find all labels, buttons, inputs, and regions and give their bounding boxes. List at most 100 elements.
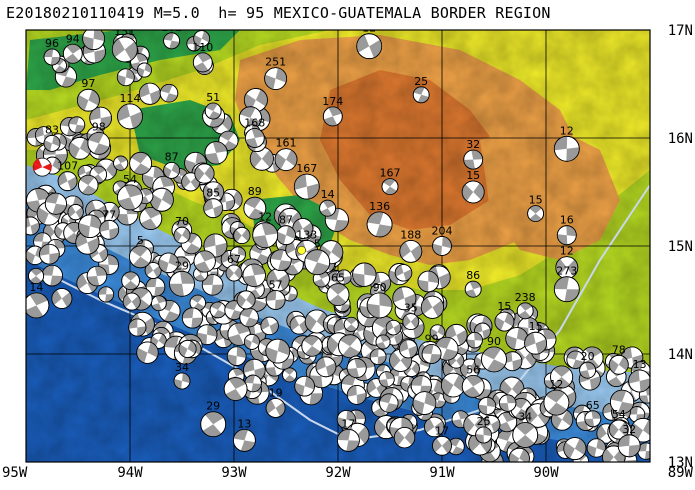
mechanism-label: 67 (227, 253, 241, 266)
mechanism-ball (233, 226, 251, 245)
mechanism-ball (356, 33, 383, 60)
mechanism-label: 90 (373, 281, 387, 294)
mechanism-ball (516, 302, 534, 320)
mechanism-ball (527, 205, 544, 223)
mechanism-ball (44, 192, 67, 215)
mechanism-label: 174 (322, 95, 343, 108)
mechanism-label: 110 (192, 41, 213, 54)
mechanism-ball (628, 369, 650, 393)
mechanism-label: 168 (244, 117, 265, 130)
mechanism-label: 273 (556, 265, 577, 278)
mechanism-ball (566, 350, 585, 369)
mechanism-ball (304, 249, 331, 276)
mechanism-ball (553, 135, 580, 162)
lon-tick-label: 90W (533, 465, 559, 481)
mechanism-ball (43, 48, 61, 66)
mechanism-ball (586, 438, 607, 458)
mechanism-label: 87 (279, 214, 293, 227)
mechanism-label: 78 (612, 343, 626, 356)
mechanism-label: 167 (296, 162, 317, 175)
mechanism-ball (68, 116, 86, 134)
mechanism-label: 54 (612, 408, 626, 421)
mechanism-ball (116, 68, 135, 87)
mechanism-ball (192, 52, 213, 73)
mechanism-ball (200, 411, 227, 438)
mechanism-ball (447, 437, 465, 456)
mechanism-ball (194, 163, 215, 184)
mechanism-ball (86, 265, 108, 287)
mechanism-label: 51 (206, 91, 220, 104)
mechanism-label: 94 (66, 32, 80, 45)
mechanism-ball (244, 128, 265, 148)
mechanism-label: 89 (248, 185, 262, 198)
map-title: E20180210110419 M=5.0 h= 95 MEXICO-GUATE… (6, 4, 551, 22)
mechanism-ball (481, 346, 507, 373)
mechanism-ball (366, 211, 393, 238)
mechanism-ball (41, 264, 63, 287)
lat-tick-label: 16N (668, 131, 693, 147)
mechanism-label: 5 (137, 234, 144, 247)
mechanism-ball (399, 239, 423, 263)
mechanism-ball (379, 393, 399, 413)
mechanism-ball (464, 280, 482, 298)
mechanism-ball (394, 264, 413, 282)
mechanism-ball (204, 141, 228, 165)
mechanism-ball (51, 288, 73, 309)
mechanism-ball (398, 339, 418, 359)
mechanism-label: 15 (466, 169, 480, 182)
mechanism-ball (226, 346, 247, 366)
mechanism-ball (150, 295, 167, 312)
mechanism-ball (128, 318, 147, 337)
mechanism-ball (39, 243, 60, 265)
mechanism-ball (243, 196, 267, 220)
mechanism-ball (392, 286, 417, 311)
mechanism-ball (375, 334, 391, 350)
mechanism-ball (99, 219, 120, 240)
mechanism-label: 25 (414, 75, 428, 88)
mechanism-ball (265, 398, 286, 418)
mechanism-ball (243, 88, 268, 112)
mechanism-ball (385, 319, 402, 336)
mechanism-label: 107 (57, 160, 78, 173)
mechanism-ball (270, 249, 292, 272)
mechanism-label: 162 (161, 21, 182, 34)
mechanism-ball (550, 365, 574, 389)
lon-tick-label: 89W (668, 465, 694, 481)
mechanism-ball (412, 86, 430, 104)
mechanism-ball (440, 372, 466, 398)
mechanism-ball (637, 442, 650, 460)
mechanism-label: 98 (92, 120, 106, 133)
mechanism-ball (505, 327, 529, 351)
mechanism-ball (193, 250, 216, 273)
mechanism-ball (163, 161, 181, 179)
mechanism-ball (336, 409, 356, 429)
mechanism-ball (524, 331, 547, 355)
mechanism-ball (252, 222, 279, 249)
mechanism-ball (196, 324, 218, 346)
lon-tick-label: 91W (429, 465, 455, 481)
mechanism-ball (260, 316, 279, 336)
mechanism-label: 12 (549, 378, 563, 391)
mechanism-ball (77, 88, 100, 112)
lat-tick-label: 15N (668, 239, 693, 255)
mechanism-ball (242, 263, 266, 287)
mechanism-ball (78, 174, 99, 196)
mechanism-ball (498, 394, 517, 412)
mechanism-ball (26, 292, 50, 319)
mechanism-label: 65 (331, 272, 345, 285)
mechanism-ball (432, 236, 452, 256)
mechanism-label: 90 (487, 335, 501, 348)
main-event-marker (32, 157, 52, 177)
mechanism-ball (294, 375, 315, 397)
mechanism-ball (128, 245, 152, 269)
mechanism-ball (243, 358, 266, 382)
mechanism-ball (543, 389, 570, 416)
mechanism-ball (136, 341, 159, 364)
mechanism-label: 77 (102, 208, 116, 221)
mechanism-ball (481, 415, 501, 434)
mechanism-ball (111, 36, 138, 63)
mechanism-label: 13 (237, 417, 251, 430)
mechanism-label: 87 (165, 150, 179, 163)
mechanism-ball (475, 426, 493, 444)
mechanism-ball (265, 290, 286, 310)
